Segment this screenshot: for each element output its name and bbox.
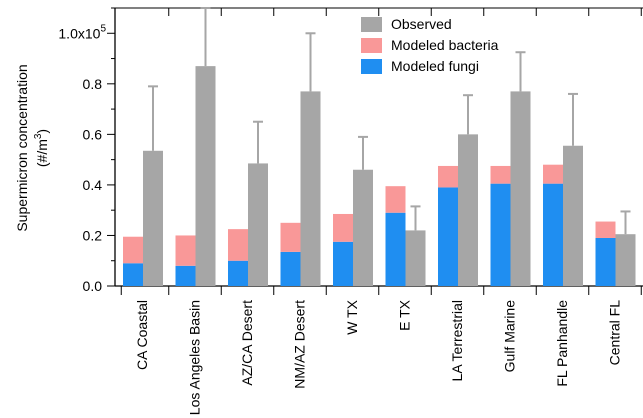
bar-observed-nm-az-desert	[300, 91, 321, 287]
legend-label-modeled-fungi: Modeled fungi	[391, 58, 479, 74]
bar-modeled-bacteria-fl-panhandle	[543, 164, 563, 184]
y-axis-label: Supermicron concentration (#/m3)	[14, 64, 50, 231]
legend-swatch-modeled-bacteria	[361, 38, 382, 53]
bar-modeled-bacteria-los-angeles-basin	[175, 235, 196, 266]
y-tick-label-0-8: 0.8	[83, 76, 103, 92]
legend-label-observed: Observed	[391, 16, 452, 32]
x-label-central-fl: Central FL	[607, 300, 623, 366]
bar-modeled-fungi-central-fl	[595, 237, 616, 286]
legend-swatch-modeled-fungi	[361, 59, 382, 74]
bar-observed-gulf-marine	[510, 91, 531, 287]
legend-label-modeled-bacteria: Modeled bacteria	[391, 37, 499, 53]
y-tick-label-1: 1.0x105	[58, 23, 106, 41]
x-label-la-terrestrial: LA Terrestrial	[449, 300, 465, 381]
bar-observed-central-fl	[615, 234, 636, 286]
bar-modeled-fungi-gulf-marine	[490, 183, 511, 286]
x-label-los-angeles-basin: Los Angeles Basin	[187, 300, 203, 415]
bar-modeled-bacteria-w-tx	[333, 213, 353, 242]
bar-modeled-bacteria-gulf-marine	[490, 165, 511, 184]
bar-modeled-bacteria-e-tx	[385, 186, 406, 213]
y-axis-ticks: 0.0 0.2 0.4 0.6 0.8 1.0x105	[58, 7, 115, 294]
x-label-e-tx: E TX	[397, 299, 413, 331]
bar-modeled-fungi-fl-panhandle	[543, 183, 563, 286]
y-axis-label-line1: Supermicron concentration	[14, 64, 30, 231]
bar-modeled-bacteria-la-terrestrial	[438, 165, 458, 188]
bar-observed-fl-panhandle	[563, 145, 583, 286]
bars	[123, 66, 636, 287]
bar-observed-w-tx	[353, 169, 373, 286]
bar-modeled-bacteria-central-fl	[595, 221, 616, 238]
bar-modeled-fungi-e-tx	[385, 212, 406, 286]
x-label-gulf-marine: Gulf Marine	[502, 300, 518, 373]
bar-modeled-fungi-la-terrestrial	[438, 187, 458, 286]
bar-modeled-fungi-az-ca-desert	[228, 260, 248, 286]
bar-modeled-fungi-ca-coastal	[123, 263, 143, 286]
x-label-az-ca-desert: AZ/CA Desert	[239, 300, 255, 386]
bar-observed-ca-coastal	[143, 150, 163, 286]
y-axis-label-line2: (#/m3)	[33, 129, 50, 167]
legend-swatch-observed	[361, 17, 382, 32]
x-axis-category-labels: CA Coastal Los Angeles Basin AZ/CA Desert N…	[134, 299, 623, 415]
bar-observed-az-ca-desert	[248, 163, 268, 286]
bar-modeled-bacteria-ca-coastal	[123, 236, 143, 264]
bar-modeled-fungi-nm-az-desert	[280, 251, 301, 286]
bar-modeled-fungi-los-angeles-basin	[175, 265, 196, 286]
bar-modeled-bacteria-nm-az-desert	[280, 222, 301, 252]
y-tick-label-0-4: 0.4	[83, 177, 103, 193]
bar-observed-e-tx	[405, 230, 426, 286]
x-label-w-tx: W TX	[344, 299, 360, 334]
x-label-ca-coastal: CA Coastal	[134, 300, 150, 370]
y-tick-label-0-6: 0.6	[83, 126, 103, 142]
bar-observed-los-angeles-basin	[195, 66, 216, 286]
x-label-nm-az-desert: NM/AZ Desert	[292, 300, 308, 389]
bar-modeled-fungi-w-tx	[333, 241, 353, 286]
y-tick-label-0-2: 0.2	[83, 227, 103, 243]
y-tick-label-0: 0.0	[83, 278, 103, 294]
bar-modeled-bacteria-az-ca-desert	[228, 229, 248, 261]
error-bars	[148, 7, 631, 235]
legend: Observed Modeled bacteria Modeled fungi	[361, 16, 499, 74]
x-label-fl-panhandle: FL Panhandle	[554, 300, 570, 387]
bar-observed-la-terrestrial	[458, 134, 478, 286]
